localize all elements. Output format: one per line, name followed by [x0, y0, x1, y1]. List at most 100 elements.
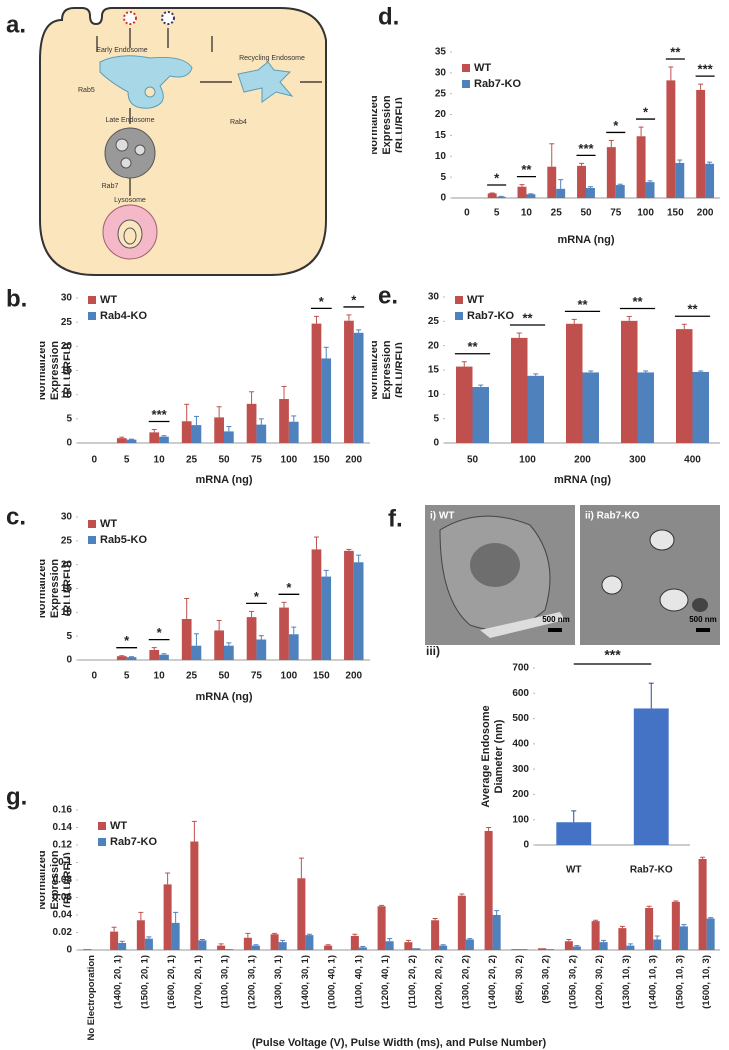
- error-bar: [199, 939, 205, 941]
- bar: [577, 165, 586, 198]
- scale-bar-label: 500 nm: [542, 615, 570, 624]
- y-axis-title-text: Normalized Expression (RLU/RFU): [40, 850, 70, 910]
- bar: [496, 196, 506, 198]
- bar: [311, 323, 322, 443]
- error-bar: [698, 83, 704, 90]
- significance-label: ***: [578, 141, 594, 156]
- error-bar: [161, 653, 167, 655]
- y-axis-title: Normalized Expression (RLU/RFU): [372, 340, 402, 399]
- bar: [288, 421, 299, 443]
- error-bar: [323, 569, 329, 577]
- bar: [526, 194, 536, 198]
- significance-label: **: [577, 297, 588, 312]
- error-bar: [258, 418, 264, 425]
- error-bar: [191, 820, 197, 842]
- x-tick-label: (1200, 40, 1): [380, 955, 391, 1009]
- bar: [636, 136, 646, 198]
- y-tick-label: 700: [512, 663, 529, 674]
- error-bar: [360, 946, 366, 948]
- significance-label: **: [632, 294, 643, 309]
- bar: [163, 884, 172, 950]
- bar: [278, 942, 287, 950]
- y-tick-label: 15: [61, 583, 73, 594]
- bar: [519, 949, 528, 950]
- error-bar: [226, 426, 232, 432]
- bar: [615, 185, 625, 198]
- x-tick-label: 100: [281, 671, 298, 682]
- error-bar: [698, 370, 704, 372]
- y-tick-label: 0: [66, 945, 72, 956]
- legend-swatch: [88, 312, 96, 320]
- bar: [705, 163, 715, 198]
- error-bar: [494, 910, 500, 915]
- bar: [582, 372, 599, 443]
- error-bar: [467, 938, 473, 940]
- bar: [110, 931, 119, 950]
- legend-label: WT: [100, 518, 117, 530]
- significance-label: *: [254, 589, 260, 604]
- cell-diagram: a. Early Endosome Rab5 Recycling Endosom…: [6, 7, 327, 276]
- bar: [472, 387, 489, 443]
- y-tick-label: 30: [61, 293, 73, 304]
- bar: [214, 417, 224, 443]
- x-tick-label: (1100, 30, 1): [220, 955, 231, 1008]
- bar: [377, 906, 386, 950]
- bar: [487, 193, 497, 198]
- y-axis-title-text: Normalized Expression (RLU/RFU): [40, 558, 70, 619]
- error-bar: [619, 925, 625, 929]
- bar: [353, 332, 364, 443]
- y-tick-label: 30: [61, 512, 73, 523]
- bar: [144, 938, 153, 950]
- micrographs: f. i) WT 500 nm ii) Rab7-KO 500 nm: [388, 505, 720, 645]
- y-tick-label: 0.12: [53, 840, 73, 851]
- y-tick-label: 100: [512, 814, 529, 825]
- error-bar: [571, 318, 577, 324]
- panel-label: e.: [378, 282, 398, 309]
- x-tick-label: 0: [464, 208, 470, 219]
- bar: [224, 431, 234, 443]
- x-tick-label: 10: [154, 671, 166, 682]
- x-tick-label: (1500, 10, 3): [674, 955, 685, 1009]
- bar: [676, 329, 693, 443]
- bar: [149, 649, 160, 660]
- error-bar: [708, 917, 714, 919]
- bar: [591, 921, 600, 950]
- x-tick-label: (950, 30, 2): [541, 955, 552, 1004]
- significance-label: *: [124, 633, 130, 648]
- error-bar: [478, 384, 484, 388]
- panel-label: b.: [6, 285, 27, 312]
- y-tick-label: 0.14: [53, 822, 73, 833]
- y-tick-label: 600: [512, 688, 529, 699]
- bar: [586, 187, 595, 198]
- x-tick-label: 0: [91, 455, 97, 466]
- error-bar: [226, 642, 232, 646]
- panel-label: d.: [378, 3, 399, 30]
- error-bar: [281, 601, 287, 608]
- error-bar: [643, 370, 649, 373]
- error-bar: [346, 314, 352, 321]
- error-bar: [218, 943, 224, 946]
- y-axis-title: Normalized Expression (RLU/RFU): [40, 341, 70, 400]
- vesicle: [123, 11, 137, 25]
- arrows: [96, 28, 322, 196]
- legend-label: WT: [467, 294, 484, 306]
- bar: [181, 619, 192, 660]
- error-bar: [281, 385, 287, 400]
- bar: [243, 937, 252, 950]
- bar: [191, 645, 202, 660]
- significance-label: *: [613, 118, 619, 133]
- bar: [305, 935, 314, 950]
- error-bar: [677, 159, 683, 163]
- x-tick-label: (1200, 30, 1): [246, 955, 257, 1009]
- bar: [465, 939, 474, 950]
- error-bar: [648, 682, 654, 709]
- bar: [126, 657, 137, 660]
- x-tick-label: 200: [697, 208, 714, 219]
- error-bar: [519, 184, 525, 187]
- error-bar: [216, 406, 222, 418]
- x-tick-label: WT: [566, 865, 582, 876]
- y-tick-label: 15: [61, 365, 73, 376]
- significance-label: *: [286, 580, 292, 595]
- y-tick-label: 25: [61, 317, 73, 328]
- error-bar: [298, 857, 304, 879]
